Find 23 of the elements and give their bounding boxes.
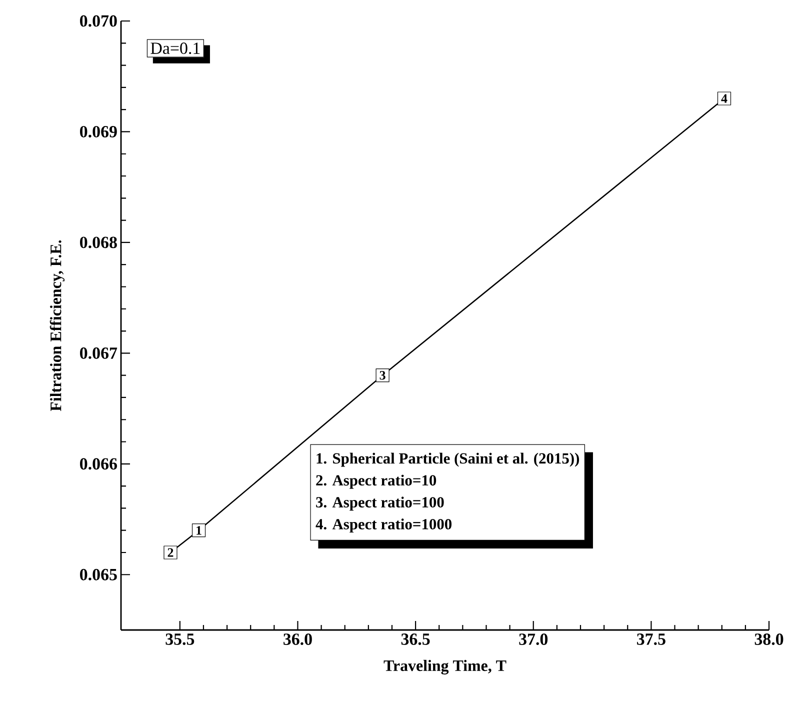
- annotation: 4. Aspect ratio=1000: [316, 518, 452, 533]
- annotation: 3. Aspect ratio=100: [316, 496, 444, 511]
- annotation: 3: [380, 370, 386, 380]
- annotation: 1: [196, 526, 202, 535]
- annotation: Da=0.1: [150, 42, 200, 54]
- x-axis-title: Traveling Time, T: [384, 660, 506, 674]
- y-tick-label: 0.070: [80, 15, 117, 27]
- annotation: 1. Spherical Particle (Saini et al. (2015)): [316, 452, 580, 467]
- y-tick-label: 0.066: [80, 458, 117, 470]
- y-tick-label: 0.067: [80, 347, 118, 359]
- y-tick-label: 0.069: [80, 126, 117, 138]
- y-tick-label: 0.068: [80, 236, 117, 248]
- x-tick-label: 36.5: [401, 634, 430, 645]
- x-tick-label: 37.0: [519, 634, 548, 646]
- x-tick-label: 37.5: [637, 634, 666, 645]
- x-tick-label: 35.5: [166, 634, 194, 645]
- annotation: 2. Aspect ratio=10: [316, 474, 436, 489]
- annotation: 2: [168, 548, 174, 557]
- y-tick-label: 0.065: [80, 568, 117, 580]
- annotation: 4: [721, 94, 728, 103]
- x-tick-label: 36.0: [284, 634, 312, 646]
- y-axis-title: Filtration Efficiency, F.E.: [50, 240, 65, 412]
- x-tick-label: 38.0: [754, 634, 784, 646]
